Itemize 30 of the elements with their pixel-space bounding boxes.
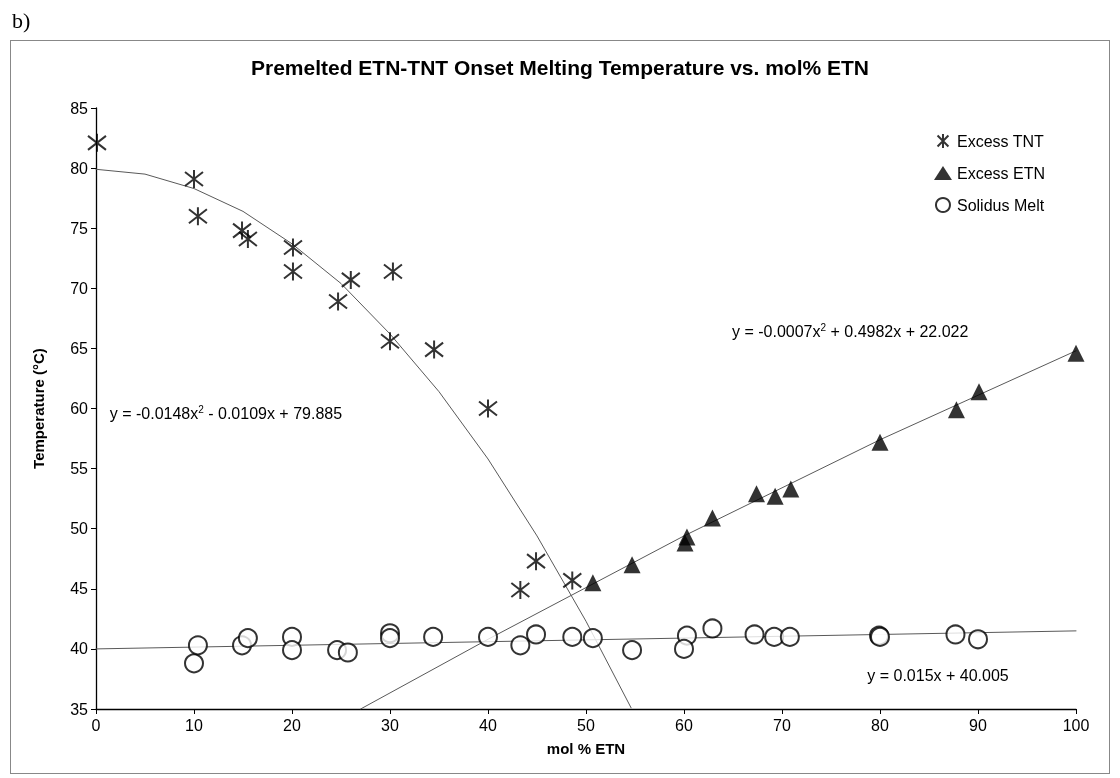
x-tick-label: 50 [577,716,595,734]
y-tick-label: 60 [70,400,89,417]
annotation: y = 0.015x + 40.005 [867,666,1009,684]
legend-label: Excess ETN [956,164,1045,182]
y-tick-label: 80 [70,159,89,177]
y-tick-label: 55 [70,460,89,478]
x-tick-label: 80 [871,716,889,734]
y-tick-label: 45 [70,580,89,598]
y-tick-label: 65 [70,339,89,357]
x-tick-label: 40 [479,716,497,734]
x-tick-label: 30 [381,716,399,734]
chart-title: Premelted ETN-TNT Onset Melting Temperature vs. mol% ETN [250,56,870,79]
y-tick-label: 35 [70,700,89,718]
x-tick-label: 0 [91,716,101,734]
x-tick-label: 60 [675,716,693,734]
legend-label: Excess TNT [956,132,1045,150]
y-axis-title: Temperature (°C) [30,348,47,469]
x-tick-label: 20 [283,716,301,734]
legend-label: Solidus Melt [956,196,1045,214]
x-axis-title: mol % ETN [546,740,626,757]
x-tick-label: 70 [773,716,791,734]
y-tick-label: 70 [70,279,89,297]
y-tick-label: 50 [70,520,89,538]
y-tick-label: 40 [70,640,89,658]
x-tick-label: 100 [1062,716,1090,734]
x-tick-label: 10 [185,716,203,734]
y-tick-label: 85 [70,99,89,117]
x-tick-label: 90 [969,716,987,734]
text: b) [12,8,31,34]
y-tick-label: 75 [70,219,89,237]
